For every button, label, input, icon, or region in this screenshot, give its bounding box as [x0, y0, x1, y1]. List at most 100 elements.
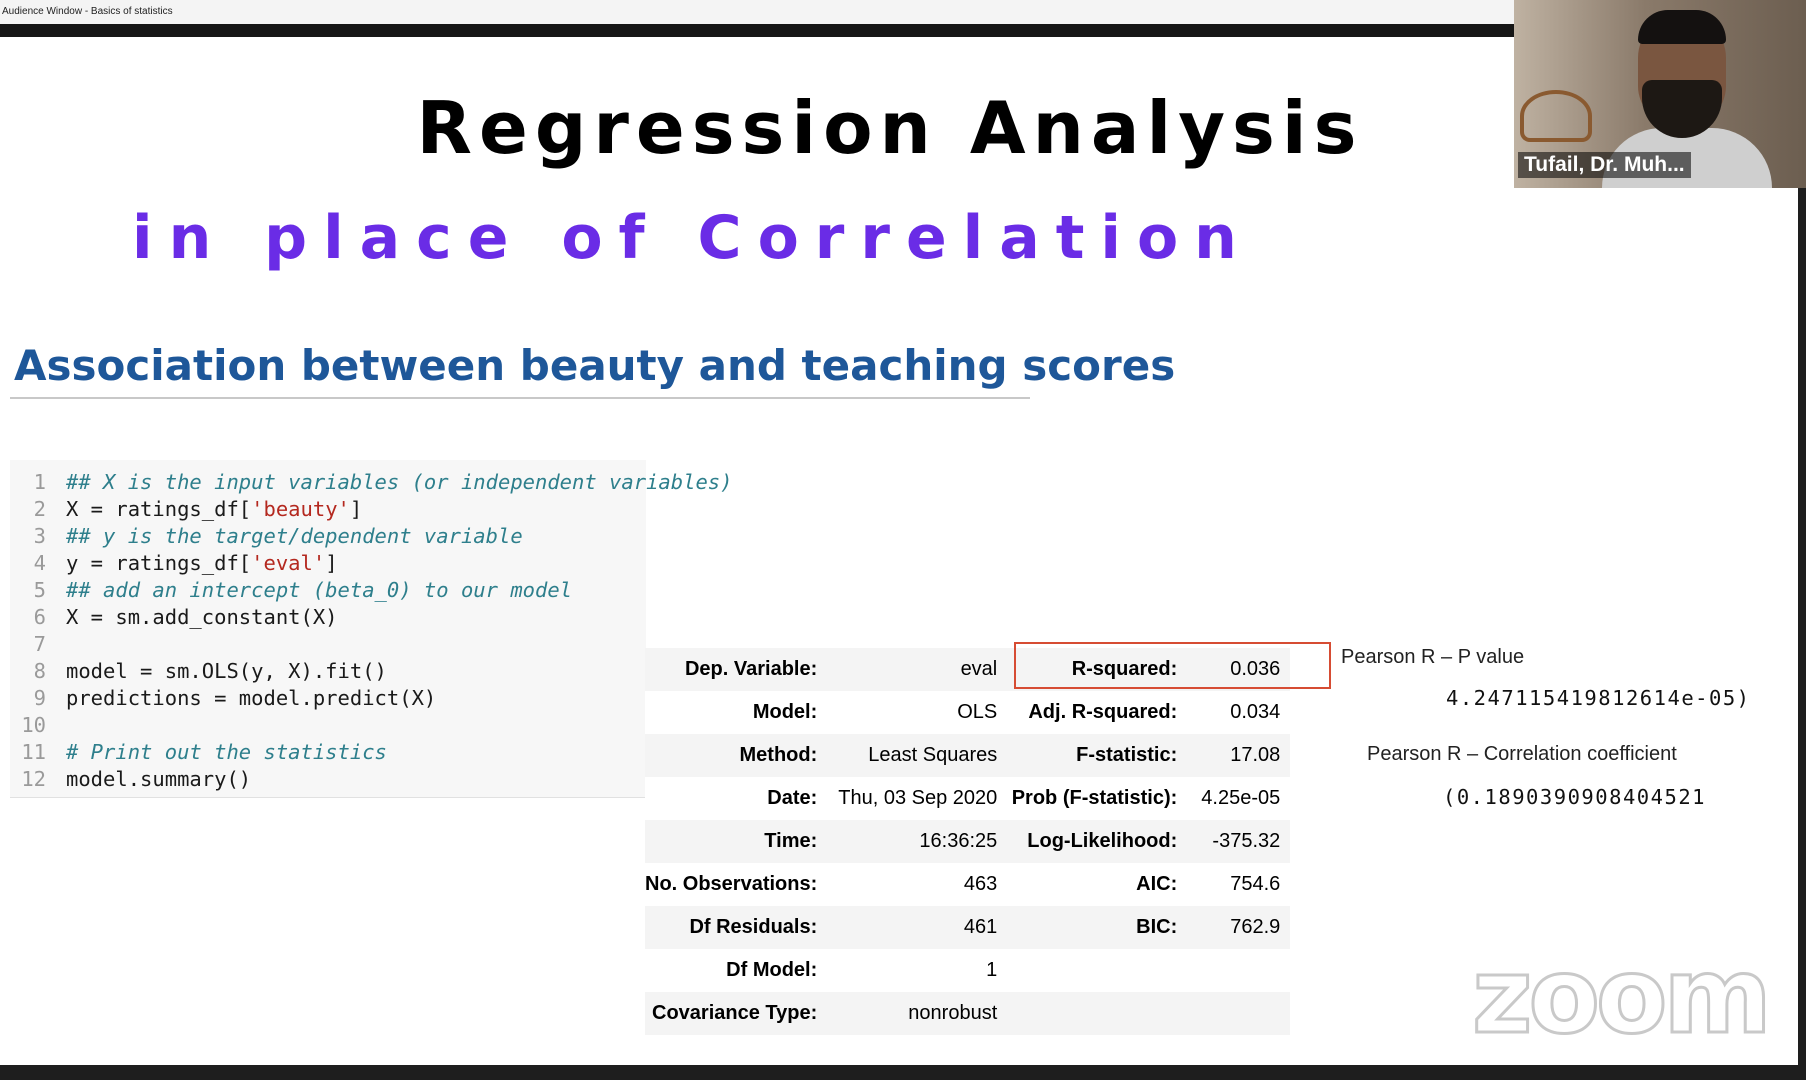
summary-label: Dep. Variable: — [645, 648, 828, 691]
section-heading: Association between beauty and teaching … — [14, 341, 1176, 390]
summary-row: Time: 16:36:25 Log-Likelihood: -375.32 — [645, 820, 1291, 863]
code-comment: # Print out the statistics — [66, 740, 387, 764]
code-line: 1 ## X is the input variables (or indepen… — [10, 469, 733, 496]
summary-value: Thu, 03 Sep 2020 — [827, 777, 1008, 820]
summary-value: eval — [827, 648, 1008, 691]
line-number: 3 — [33, 524, 46, 548]
summary-value: 461 — [827, 906, 1008, 949]
code-token: model.summary() — [66, 767, 252, 791]
summary-label: R-squared: — [1007, 648, 1188, 691]
summary-label: Log-Likelihood: — [1007, 820, 1188, 863]
code-line: 3 ## y is the target/dependent variable — [10, 523, 523, 550]
line-number: 5 — [33, 578, 46, 602]
code-token: model = sm.OLS(y, X).fit() — [66, 659, 387, 683]
line-number: 12 — [21, 767, 46, 791]
slide-subtitle: in place of Correlation — [132, 203, 1253, 273]
summary-label: Df Model: — [645, 949, 828, 992]
line-number: 7 — [33, 632, 46, 656]
code-comment: ## y is the target/dependent variable — [66, 524, 523, 548]
code-line: 12 model.summary() — [10, 766, 251, 793]
webcam-chair — [1520, 90, 1592, 142]
pearson-p-value: 4.247115419812614e-05) — [1446, 686, 1751, 710]
summary-label — [1007, 949, 1188, 992]
code-comment: ## add an intercept (beta_0) to our mode… — [66, 578, 573, 602]
pearson-p-label: Pearson R – P value — [1341, 646, 1525, 668]
code-text: ## y is the target/dependent variable — [66, 523, 523, 550]
code-token: predictions = model.predict(X) — [66, 686, 437, 710]
summary-value: 0.036 — [1187, 648, 1291, 691]
ols-summary-table: Dep. Variable: eval R-squared: 0.036 Model: O… — [645, 648, 1291, 1035]
summary-label: AIC: — [1007, 863, 1188, 906]
pearson-r-value: (0.1890390908404521 — [1443, 785, 1706, 809]
line-number: 4 — [33, 551, 46, 575]
summary-row: Df Model: 1 — [645, 949, 1291, 992]
code-line: 9 predictions = model.predict(X) — [10, 685, 437, 712]
bottom-bar — [0, 1065, 1806, 1080]
code-line: 5 ## add an intercept (beta_0) to our mod… — [10, 577, 572, 604]
slide-title: Regression Analysis — [416, 86, 1364, 170]
summary-value: 0.034 — [1187, 691, 1291, 734]
code-text: ## add an intercept (beta_0) to our mode… — [66, 577, 572, 604]
code-text: model = sm.OLS(y, X).fit() — [66, 658, 387, 685]
summary-row: Model: OLS Adj. R-squared: 0.034 — [645, 691, 1291, 734]
webcam-video[interactable]: Tufail, Dr. Muh... — [1514, 0, 1806, 188]
summary-label: Adj. R-squared: — [1007, 691, 1188, 734]
participant-name-tag: Tufail, Dr. Muh... — [1518, 152, 1691, 178]
zoom-logo: zoom — [1471, 935, 1774, 1057]
code-cell: 1 ## X is the input variables (or indepen… — [10, 460, 733, 798]
summary-label: BIC: — [1007, 906, 1188, 949]
code-line: 4 y = ratings_df['eval'] — [10, 550, 338, 577]
code-line: 7 — [10, 631, 46, 658]
code-text: model.summary() — [66, 766, 251, 793]
summary-value: OLS — [827, 691, 1008, 734]
webcam-person-hair — [1638, 10, 1726, 44]
summary-label: Df Residuals: — [645, 906, 828, 949]
summary-row: Method: Least Squares F-statistic: 17.08 — [645, 734, 1291, 777]
summary-row: No. Observations: 463 AIC: 754.6 — [645, 863, 1291, 906]
summary-value: nonrobust — [827, 992, 1008, 1035]
code-text: ## X is the input variables (or independ… — [66, 469, 732, 496]
summary-value: 17.08 — [1187, 734, 1291, 777]
code-line: 6 X = sm.add_constant(X) — [10, 604, 338, 631]
line-number: 9 — [33, 686, 46, 710]
summary-row: Df Residuals: 461 BIC: 762.9 — [645, 906, 1291, 949]
summary-value — [1187, 949, 1291, 992]
summary-value — [1187, 992, 1291, 1035]
summary-label: Model: — [645, 691, 828, 734]
summary-row: Covariance Type: nonrobust — [645, 992, 1291, 1035]
r-squared-highlight — [1014, 642, 1331, 689]
pearson-r-label: Pearson R – Correlation coefficient — [1367, 743, 1677, 765]
code-token: ] — [349, 497, 363, 521]
summary-value: 463 — [827, 863, 1008, 906]
summary-label: Covariance Type: — [645, 992, 828, 1035]
summary-value: 754.6 — [1187, 863, 1291, 906]
summary-value: -375.32 — [1187, 820, 1291, 863]
code-string: 'eval' — [251, 551, 326, 575]
code-text: X = ratings_df['beauty'] — [66, 496, 362, 523]
summary-value: 762.9 — [1187, 906, 1291, 949]
summary-label: Date: — [645, 777, 828, 820]
line-number: 1 — [33, 470, 46, 494]
summary-label: No. Observations: — [645, 863, 828, 906]
screen-edge — [1798, 188, 1806, 1065]
code-token: y = ratings_df[ — [66, 551, 252, 575]
line-number: 11 — [21, 740, 46, 764]
code-text: # Print out the statistics — [66, 739, 387, 766]
code-line: 10 — [10, 712, 46, 739]
section-divider — [10, 397, 1030, 399]
code-comment: ## X is the input variables (or independ… — [66, 470, 733, 494]
line-number: 8 — [33, 659, 46, 683]
window-titlebar: Audience Window - Basics of statistics — [0, 0, 1514, 24]
code-text: X = sm.add_constant(X) — [66, 604, 338, 631]
code-text: predictions = model.predict(X) — [66, 685, 436, 712]
code-string: 'beauty' — [251, 497, 350, 521]
line-number: 10 — [21, 713, 46, 737]
summary-value: Least Squares — [827, 734, 1008, 777]
code-token: X = sm.add_constant(X) — [66, 605, 338, 629]
summary-label: Prob (F-statistic): — [1007, 777, 1188, 820]
code-line: 2 X = ratings_df['beauty'] — [10, 496, 363, 523]
summary-label: F-statistic: — [1007, 734, 1188, 777]
summary-value: 1 — [827, 949, 1008, 992]
summary-label — [1007, 992, 1188, 1035]
code-text: y = ratings_df['eval'] — [66, 550, 338, 577]
